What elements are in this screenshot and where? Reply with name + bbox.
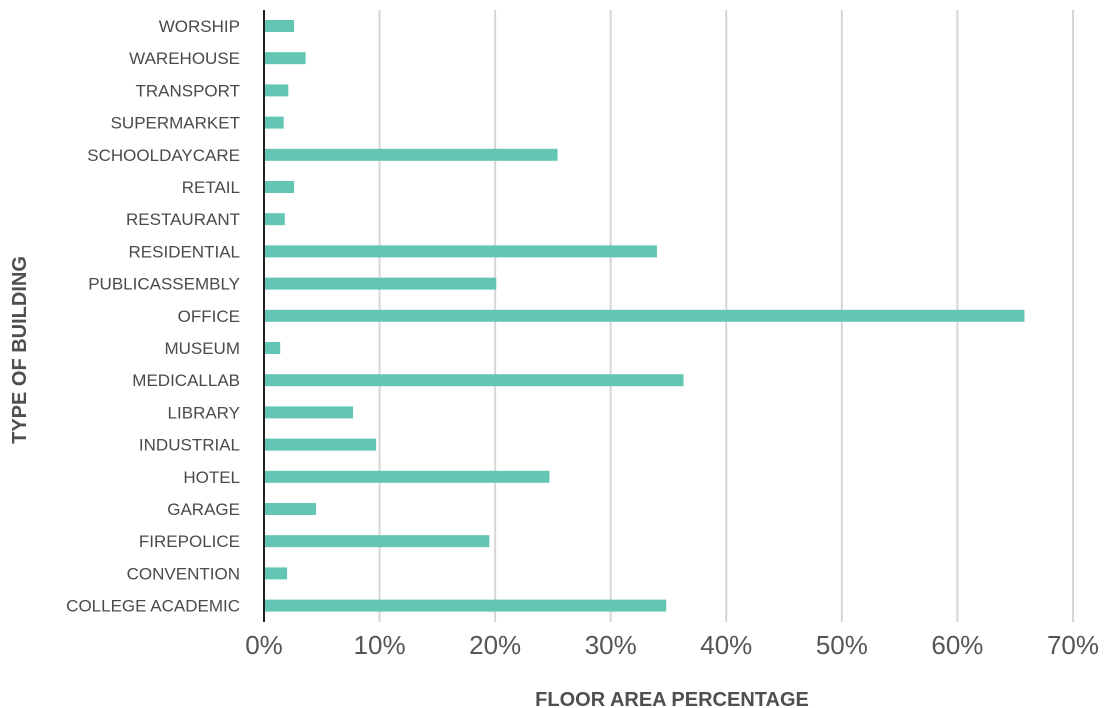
category-label: LIBRARY (168, 403, 240, 422)
y-axis-title: TYPE OF BUILDING (9, 256, 31, 444)
x-tick-label: 50% (816, 630, 868, 660)
category-label: COLLEGE ACADEMIC (66, 597, 240, 616)
bar (264, 213, 285, 226)
category-label: MEDICALLAB (132, 371, 240, 390)
x-tick-label: 30% (585, 630, 637, 660)
x-axis-title: FLOOR AREA PERCENTAGE (535, 689, 809, 708)
category-label: TRANSPORT (135, 81, 240, 100)
bar (264, 20, 295, 32)
category-label: SCHOOLDAYCARE (87, 146, 240, 165)
bar (264, 438, 377, 451)
x-tick-label: 70% (1047, 630, 1099, 660)
bar (264, 277, 497, 290)
category-label: CONVENTION (127, 564, 240, 583)
category-labels: WORSHIP WAREHOUSE TRANSPORT SUPERMARKET SCHO… (66, 17, 240, 616)
bar (264, 535, 490, 548)
x-tick-label: 10% (354, 630, 406, 660)
category-label: FIREPOLICE (139, 532, 240, 551)
bar (264, 181, 295, 193)
x-tick-label: 20% (469, 630, 521, 660)
bar (264, 503, 317, 515)
x-tick-label: 60% (931, 630, 983, 660)
bar (264, 245, 657, 258)
bar (264, 567, 288, 580)
category-label: PUBLICASSEMBLY (88, 275, 240, 294)
category-label: OFFICE (178, 307, 240, 326)
bar (264, 470, 550, 483)
bar (264, 84, 289, 97)
category-label: MUSEUM (164, 339, 240, 358)
category-label: WAREHOUSE (129, 49, 240, 68)
category-label: HOTEL (183, 468, 240, 487)
bar (264, 309, 1025, 322)
bar (264, 148, 558, 161)
category-label: WORSHIP (159, 17, 240, 36)
category-label: RETAIL (182, 178, 240, 197)
x-tick-labels: 0% 10% 20% 30% 40% 50% 60% 70% (245, 630, 1099, 660)
category-label: INDUSTRIAL (139, 436, 240, 455)
x-tick-label: 40% (700, 630, 752, 660)
bars (264, 20, 1025, 612)
bar (264, 116, 284, 129)
bar (264, 342, 281, 354)
bar (264, 406, 353, 419)
category-label: GARAGE (167, 500, 240, 519)
category-label: SUPERMARKET (111, 114, 240, 133)
bar (264, 374, 684, 387)
x-tick-label: 0% (245, 630, 283, 660)
category-label: RESTAURANT (126, 210, 240, 229)
category-label: RESIDENTIAL (129, 242, 240, 261)
bar (264, 599, 667, 612)
bar (264, 52, 306, 65)
